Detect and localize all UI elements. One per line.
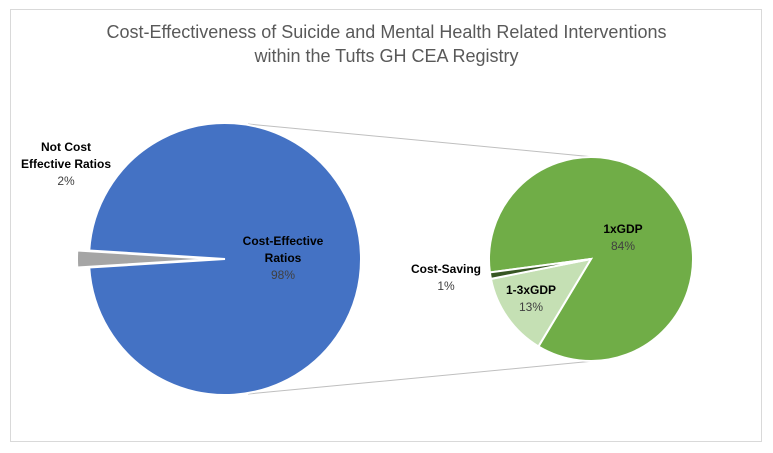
cost-effective-label: Cost-Effective Ratios 98% [243,234,324,282]
1xgdp-label: 1xGDP 84% [603,222,642,253]
chart-title-line-1: Cost-Effectiveness of Suicide and Mental… [106,22,667,42]
slice-not-cost-effective [76,249,214,269]
chart-title: Cost-Effectiveness of Suicide and Mental… [0,20,773,68]
slice-cost-saving [488,258,592,281]
1-3xgdp-label-line: 1-3xGDP [506,283,556,297]
cost-effective-value-label: 98% [271,268,295,282]
cost-saving-label: Cost-Saving 1% [411,262,481,293]
connector-line-top [247,123,595,158]
slice-cost-effective [88,122,362,396]
1-3xgdp-value-label: 13% [519,300,543,314]
1-3xgdp-label: 1-3xGDP 13% [506,283,556,314]
chart-title-line-2: within the Tufts GH CEA Registry [254,46,519,66]
not-cost-effective-label: Not Cost Effective Ratios 2% [21,140,111,188]
not-cost-effective-value-label: 2% [57,174,75,188]
slice-1-3xgdp [489,257,594,348]
1xgdp-label-line: 1xGDP [603,222,642,236]
1xgdp-value-label: 84% [611,239,635,253]
cost-effective-label-line: Ratios [265,251,302,265]
not-cost-effective-label-line: Effective Ratios [21,157,111,171]
connector-line-bottom [247,360,595,395]
not-cost-effective-label-line: Not Cost [41,140,91,154]
cost-effective-label-line: Cost-Effective [243,234,324,248]
cost-saving-value-label: 1% [437,279,455,293]
cost-saving-label-line: Cost-Saving [411,262,481,276]
